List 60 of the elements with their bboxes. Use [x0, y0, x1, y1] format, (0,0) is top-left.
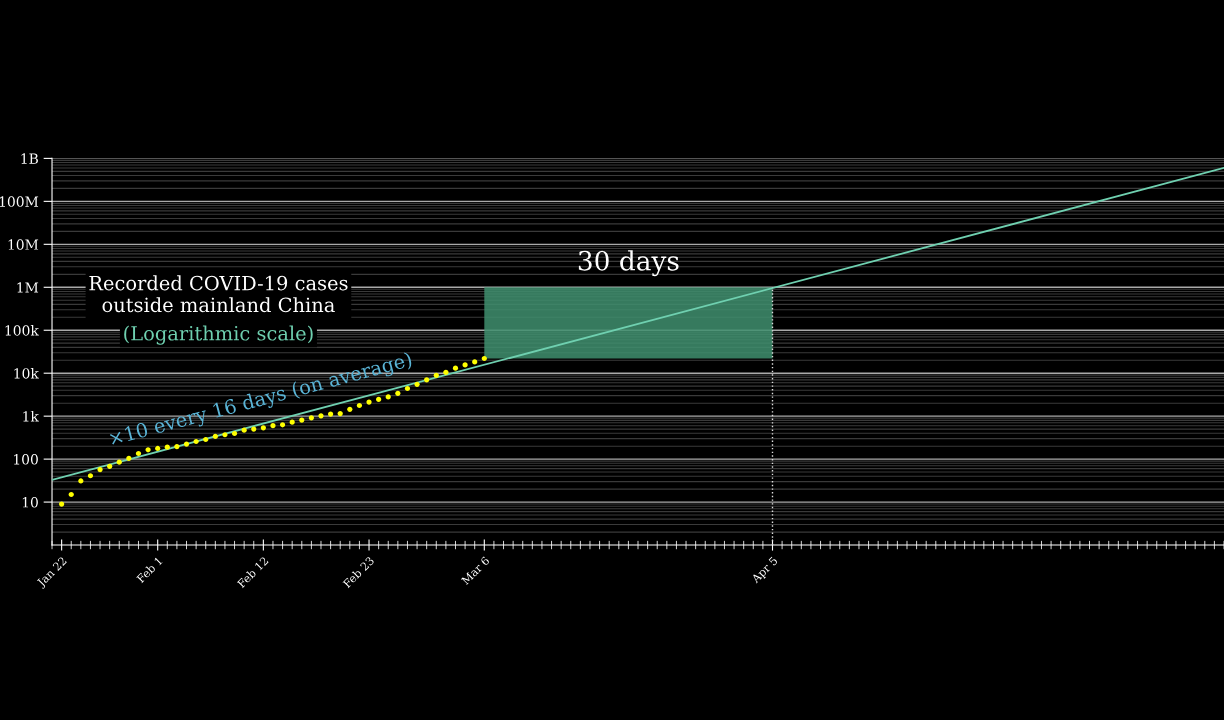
point — [97, 467, 103, 473]
point — [433, 372, 439, 378]
point — [116, 459, 122, 465]
point — [472, 359, 478, 365]
point — [356, 402, 363, 409]
point — [251, 426, 257, 432]
point — [318, 413, 324, 419]
point — [59, 501, 65, 507]
point — [328, 411, 334, 417]
point — [68, 491, 74, 498]
y-tick-label: 10M — [8, 239, 39, 250]
point — [308, 415, 314, 421]
point — [145, 447, 151, 453]
point — [212, 433, 218, 440]
point — [193, 438, 199, 445]
point — [385, 394, 391, 400]
point — [443, 369, 449, 375]
point — [164, 444, 170, 450]
text: Recorded COVID-19 cases outside mainland China — [89, 275, 348, 313]
point — [337, 410, 343, 417]
point — [78, 478, 84, 484]
point — [452, 365, 459, 371]
x-tick-label: Feb 1 — [135, 556, 163, 584]
y-tick-label: 1B — [21, 153, 38, 164]
point — [135, 450, 142, 457]
point — [299, 417, 305, 423]
point — [279, 422, 286, 428]
x-tick-label: Jan 22 — [35, 556, 69, 590]
point — [260, 425, 266, 431]
point — [289, 419, 295, 425]
point — [222, 432, 228, 438]
y-tick-label: 100 — [14, 454, 38, 465]
y-tick-label: 100k — [5, 324, 39, 336]
y-tick-label: 100M — [0, 196, 39, 207]
point — [481, 355, 487, 362]
point — [414, 381, 420, 387]
annotation: 30 days — [578, 250, 679, 277]
point — [376, 396, 382, 403]
point — [107, 463, 113, 469]
y-tick-label: 10k — [14, 367, 39, 379]
point — [462, 362, 468, 368]
point — [241, 427, 247, 433]
y-tick-label: 10 — [22, 497, 38, 508]
point — [87, 473, 94, 479]
point — [424, 377, 430, 383]
point — [347, 406, 353, 412]
text: (Logarithmic scale) — [124, 325, 313, 345]
point — [174, 443, 180, 450]
point — [183, 441, 190, 447]
x-tick-label: Feb 23 — [342, 556, 375, 589]
y-tick-label: 1k — [23, 410, 39, 422]
y-tick-label: 1M — [17, 282, 39, 293]
point — [126, 455, 132, 461]
point — [366, 399, 372, 405]
point — [270, 423, 276, 429]
point — [203, 436, 209, 443]
point — [155, 445, 161, 452]
x-tick-label: Feb 12 — [236, 556, 269, 589]
point — [231, 430, 238, 437]
point — [395, 390, 401, 396]
